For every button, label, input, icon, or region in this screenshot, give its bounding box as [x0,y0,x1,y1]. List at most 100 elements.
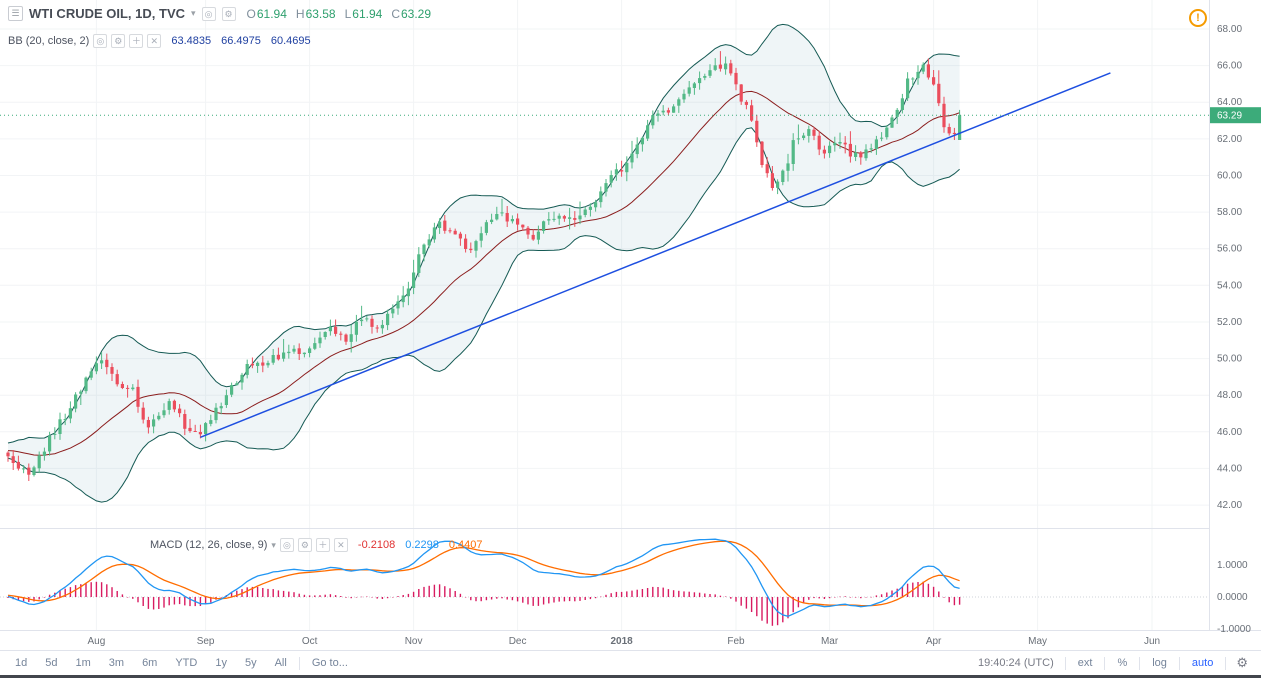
svg-text:2018: 2018 [610,636,633,647]
svg-text:42.00: 42.00 [1217,500,1242,511]
range-button-1m[interactable]: 1m [75,657,91,669]
svg-text:66.00: 66.00 [1217,61,1242,72]
macd-label[interactable]: MACD (12, 26, close, 9) [150,539,268,551]
symbol-settings-icon[interactable]: ⚙ [221,6,236,21]
low-label: L [344,6,352,21]
bb-close-icon[interactable]: ✕ [147,34,162,48]
svg-text:60.00: 60.00 [1217,171,1242,182]
svg-text:62.00: 62.00 [1217,134,1242,145]
last-price-label: 63.29 [1210,107,1261,124]
low-value: 61.94 [352,6,383,21]
svg-text:54.00: 54.00 [1217,280,1242,291]
log-scale-toggle[interactable]: log [1152,657,1167,669]
bb-settings-icon[interactable]: ⚙ [111,34,126,48]
bb-lower-value: 60.4695 [270,35,311,47]
svg-text:Aug: Aug [88,636,106,647]
range-button-5d[interactable]: 5d [45,657,58,669]
macd-values: -0.2108 0.2298 0.4407 [358,539,483,551]
range-button-1d[interactable]: 1d [15,657,28,669]
svg-text:Feb: Feb [727,636,745,647]
svg-text:0.0000: 0.0000 [1217,592,1248,603]
symbol-visibility-icon[interactable]: ◎ [201,6,216,21]
grid-layer [0,0,1209,630]
svg-text:58.00: 58.00 [1217,207,1242,218]
window-edge [0,675,1261,678]
toolbar-divider [1225,656,1227,670]
bollinger-layer [7,23,960,503]
svg-text:Dec: Dec [509,636,527,647]
toolbar-right: 19:40:24 (UTC) ext % log auto ⚙ [970,655,1255,671]
bb-legend: BB (20, close, 2) ◎ ⚙ ＋ ✕ 63.4835 66.497… [8,34,311,48]
auto-scale-toggle[interactable]: auto [1191,657,1214,669]
chart-region: 68.00 66.00 64.00 62.00 60.00 58.00 56.00 54.00… [0,0,1261,650]
macd-histogram-value: -0.2108 [357,539,396,551]
macd-settings-icon[interactable]: ⚙ [297,538,312,552]
macd-legend: MACD (12, 26, close, 9) ▾ ◎ ⚙ ＋ ✕ -0.210… [150,538,483,552]
bb-add-icon[interactable]: ＋ [129,34,144,48]
alert-icon[interactable]: ! [1189,9,1207,27]
bb-values: 63.4835 66.4975 60.4695 [171,35,310,47]
price-axis[interactable]: 68.00 66.00 64.00 62.00 60.00 58.00 56.00 54.00… [1217,24,1251,635]
range-buttons: 1d 5d 1m 3m 6m YTD 1y 5y All [6,657,296,669]
svg-text:Sep: Sep [197,636,215,647]
goto-button[interactable]: Go to... [311,657,348,669]
candles-layer [6,51,962,481]
high-label: H [295,6,305,21]
bottom-toolbar: 1d 5d 1m 3m 6m YTD 1y 5y All Go to... 19:40:24 (… [0,650,1261,675]
svg-text:Apr: Apr [926,636,942,647]
svg-text:Oct: Oct [302,636,318,647]
svg-text:48.00: 48.00 [1217,390,1242,401]
range-button-1y[interactable]: 1y [215,657,227,669]
percent-scale-toggle[interactable]: % [1117,657,1128,669]
time-axis[interactable]: Aug Sep Oct Nov Dec 2018 Feb Mar Apr May Jun [88,636,1161,647]
open-label: O [246,6,256,21]
svg-text:52.00: 52.00 [1217,317,1242,328]
range-button-3m[interactable]: 3m [108,657,125,669]
toolbar-divider [1139,656,1141,670]
svg-text:50.00: 50.00 [1217,354,1242,365]
macd-visibility-icon[interactable]: ◎ [279,538,294,552]
range-button-YTD[interactable]: YTD [175,657,198,669]
macd-add-icon[interactable]: ＋ [315,538,330,552]
open-value: 61.94 [256,6,287,21]
bb-visibility-icon[interactable]: ◎ [93,34,108,48]
toolbar-divider [1104,656,1106,670]
clock[interactable]: 19:40:24 (UTC) [977,657,1054,669]
macd-line-value: 0.2298 [405,539,439,551]
symbol-title[interactable]: WTI CRUDE OIL, 1D, TVC [29,6,185,21]
toolbar-divider [1064,656,1066,670]
macd-layer [0,538,1209,626]
svg-text:May: May [1028,636,1047,647]
ohlc-values: O 61.94 H 63.58 L 61.94 C 63.29 [247,7,432,21]
svg-text:64.00: 64.00 [1217,97,1242,108]
bb-basis-value: 63.4835 [171,35,212,47]
trendline[interactable] [200,72,1111,438]
macd-close-icon[interactable]: ✕ [333,538,348,552]
toolbar-divider [1178,656,1180,670]
range-button-All[interactable]: All [274,657,287,669]
bb-label[interactable]: BB (20, close, 2) [8,35,90,47]
svg-text:68.00: 68.00 [1217,24,1242,35]
chevron-down-icon[interactable]: ▾ [191,8,196,18]
svg-text:56.00: 56.00 [1217,244,1242,255]
high-value: 63.58 [305,6,336,21]
toolbar-divider [298,656,300,670]
range-button-6m[interactable]: 6m [142,657,158,669]
close-value: 63.29 [401,6,432,21]
range-button-5y[interactable]: 5y [244,657,257,669]
extended-hours-toggle[interactable]: ext [1077,657,1093,669]
svg-text:Mar: Mar [821,636,839,647]
close-label: C [391,6,400,21]
svg-text:46.00: 46.00 [1217,427,1242,438]
chart-canvas[interactable]: 68.00 66.00 64.00 62.00 60.00 58.00 56.00 54.00… [0,0,1261,650]
svg-text:Jun: Jun [1144,636,1160,647]
svg-text:Nov: Nov [405,636,423,647]
macd-chevron-down-icon[interactable]: ▾ [271,539,276,550]
macd-signal-value: 0.4407 [448,539,483,551]
svg-text:44.00: 44.00 [1217,463,1242,474]
svg-text:1.0000: 1.0000 [1217,560,1248,571]
settings-gear-icon[interactable]: ⚙ [1236,655,1248,670]
menu-icon[interactable]: ☰ [8,6,23,21]
